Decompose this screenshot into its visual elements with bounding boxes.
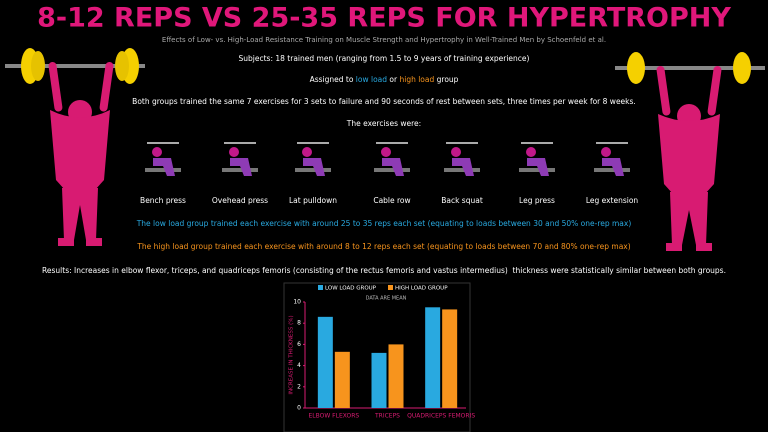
text: group [434,75,458,84]
exercise-icon [295,142,331,176]
bar [371,352,387,408]
exercise-label: Leg extension [586,196,639,205]
exercise-label: Back squat [441,196,483,205]
head [152,147,162,157]
bar [596,142,628,144]
text: low load [356,75,387,84]
lifter-right [615,52,765,251]
title: 8-12 REPS VS 25-35 REPS FOR HYPERTROPHY [37,3,731,34]
head [526,147,536,157]
y-tick-label: 2 [297,383,301,390]
bar [521,142,553,144]
exercise-label: Cable row [373,196,410,205]
y-tick-label: 6 [297,341,301,348]
body [303,158,325,176]
y-tick-label: 8 [297,320,301,327]
high-load-text: The high load group trained each exercis… [136,242,630,251]
y-axis-label: INCREASE IN THICKNESS (%) [289,315,295,394]
machine [444,168,480,172]
legend-label: LOW LOAD GROUP [325,286,377,292]
body [230,158,252,176]
bar [297,142,329,144]
exercise-icon [519,142,555,176]
body [452,158,474,176]
text: high load [399,75,434,84]
y-tick-label: 4 [297,362,301,369]
head [229,147,239,157]
machine [222,168,258,172]
exercise-label: Ovehead press [212,196,268,205]
exercise-icon [444,142,480,176]
low-load-text: The low load group trained each exercise… [136,219,632,228]
head [601,147,611,157]
bar [442,309,458,408]
y-tick-label: 0 [297,405,301,412]
bar [388,344,404,408]
bar [334,351,350,408]
exercise-label: Leg press [519,196,555,205]
text: Assigned to [310,75,356,84]
bar [147,142,179,144]
x-tick-label: QUADRICEPS FEMORIS [407,413,475,420]
head [381,147,391,157]
exercise-icon [594,142,630,176]
chart-subtitle: DATA ARE MEAN [366,296,407,302]
legend-swatch [318,285,323,290]
bar [224,142,256,144]
bar [446,142,478,144]
head [302,147,312,157]
machine [145,168,181,172]
exercise-label: Bench press [140,196,186,205]
body [602,158,624,176]
x-tick-label: TRICEPS [374,413,400,420]
y-tick-label: 10 [293,299,301,306]
bar [376,142,408,144]
x-tick-label: ELBOW FLEXORS [308,413,359,420]
text: or [387,75,399,84]
protocol: Both groups trained the same 7 exercises… [132,97,636,106]
head [451,147,461,157]
machine [374,168,410,172]
exercise-label: Lat pulldown [289,196,337,205]
legend-label: HIGH LOAD GROUP [395,286,448,292]
bar [425,307,441,408]
exercise-icon [145,142,181,176]
legend-swatch [388,285,393,290]
exercises-intro: The exercises were: [346,119,421,128]
subjects: Subjects: 18 trained men (ranging from 1… [239,54,530,63]
subtitle: Effects of Low- vs. High-Load Resistance… [162,36,606,44]
body [153,158,175,176]
results: Results: Increases in elbow flexor, tric… [42,266,726,275]
bar [317,316,333,408]
body [527,158,549,176]
exercise-icon [374,142,410,176]
machine [519,168,555,172]
exercise-icon [222,142,258,176]
machine [295,168,331,172]
assigned: Assigned to low load or high load group [310,75,459,84]
lifter-left [5,48,145,246]
machine [594,168,630,172]
body [382,158,404,176]
